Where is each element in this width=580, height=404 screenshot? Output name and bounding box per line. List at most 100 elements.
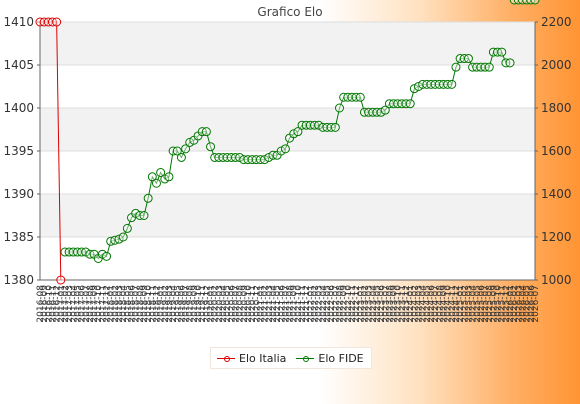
x-tick-label: 2020-09	[240, 285, 250, 323]
x-tick-label: 2017-08	[86, 285, 96, 323]
data-point	[206, 142, 216, 152]
x-tick-label: 2026-04	[519, 285, 529, 323]
x-tick-label: 2025-11	[498, 285, 508, 323]
x-tick-label: 2023-11	[398, 285, 408, 323]
x-tick-label: 2017-05	[73, 285, 83, 323]
right-tick-label: 1000	[541, 273, 572, 287]
data-point	[102, 251, 112, 261]
x-tick-label: 2021-08	[286, 285, 296, 323]
x-tick-label: 2018-05	[123, 285, 133, 323]
x-tick-label: 2016-12	[53, 285, 63, 323]
x-tick-label: 2026-07	[531, 285, 541, 323]
x-tick-label: 2022-11	[348, 285, 358, 323]
data-point	[147, 172, 157, 182]
x-tick-label: 2022-01	[306, 285, 316, 323]
x-tick-label: 2019-06	[177, 285, 187, 323]
x-tick-label: 2018-09	[140, 285, 150, 323]
x-tick-label: 2025-08	[485, 285, 495, 323]
x-tick-label: 2025-05	[473, 285, 483, 323]
x-tick-label: 2026-03	[514, 285, 524, 323]
legend-item-elo-fide: Elo FIDE	[296, 351, 364, 365]
left-y-axis: 1380 1385 1390 1395 1400 1405 1410	[3, 15, 40, 287]
data-point	[160, 174, 170, 184]
x-tick-label: 2021-07	[281, 285, 291, 323]
right-tick-label: 1800	[541, 101, 572, 115]
x-tick-label: 2022-07	[331, 285, 341, 323]
x-tick-label: 2025-09	[489, 285, 499, 323]
x-tick-label: 2026-06	[527, 285, 537, 323]
x-tick-label: 2024-02	[410, 285, 420, 323]
legend-label-elo-fide: Elo FIDE	[318, 351, 364, 365]
data-point	[355, 92, 365, 102]
x-tick-label: 2024-05	[423, 285, 433, 323]
data-point	[497, 47, 507, 57]
x-tick-label: 2018-03	[115, 285, 125, 323]
data-point	[122, 223, 132, 233]
x-tick-label: 2021-01	[256, 285, 266, 323]
data-point	[505, 58, 515, 68]
x-tick-label: 2018-04	[119, 285, 129, 323]
right-tick-label: 1400	[541, 187, 572, 201]
x-tick-label: 2022-04	[319, 285, 329, 323]
x-tick-label: 2023-10	[394, 285, 404, 323]
data-point	[264, 152, 274, 162]
x-tick-label: 2025-06	[477, 285, 487, 323]
right-tick-label: 1600	[541, 144, 572, 158]
data-point	[143, 193, 153, 203]
x-tick-label: 2022-09	[340, 285, 350, 323]
x-tick-label: 2023-05	[373, 285, 383, 323]
x-tick-label: 2021-05	[273, 285, 283, 323]
x-tick-label: 2017-07	[82, 285, 92, 323]
x-tick-label: 2024-01	[406, 285, 416, 323]
series-line	[40, 21, 62, 281]
data-point	[330, 122, 340, 132]
x-tick-label: 2020-06	[227, 285, 237, 323]
x-tick-label: 2025-04	[469, 285, 479, 323]
x-tick-label: 2024-10	[444, 285, 454, 323]
grid-band	[40, 237, 535, 280]
data-point	[451, 62, 461, 72]
data-point	[376, 107, 386, 117]
data-point	[52, 17, 62, 27]
x-tick-label: 2019-03	[165, 285, 175, 323]
x-tick-label: 2024-06	[427, 285, 437, 323]
x-tick-label: 2024-11	[448, 285, 458, 323]
data-point	[118, 232, 128, 242]
x-tick-label: 2021-10	[294, 285, 304, 323]
x-tick-label: 2017-06	[78, 285, 88, 323]
x-tick-label: 2019-02	[161, 285, 171, 323]
x-tick-label: 2018-06	[128, 285, 138, 323]
data-point	[176, 152, 186, 162]
data-point	[334, 103, 344, 113]
x-tick-label: 2016-11	[48, 285, 58, 323]
x-tick-label: 2020-07	[232, 285, 242, 323]
x-tick-label: 2022-02	[311, 285, 321, 323]
x-tick-label: 2021-03	[265, 285, 275, 323]
x-tick-label: 2019-05	[173, 285, 183, 323]
x-tick-label: 2020-10	[244, 285, 254, 323]
data-point	[280, 144, 290, 154]
x-tick-label: 2019-09	[190, 285, 200, 323]
x-tick-label: 2026-02	[510, 285, 520, 323]
x-tick-label: 2017-10	[94, 285, 104, 323]
x-tick-label: 2020-08	[236, 285, 246, 323]
data-point	[314, 120, 324, 130]
x-tick-label: 2023-02	[360, 285, 370, 323]
x-tick-label: 2019-10	[194, 285, 204, 323]
x-tick-label: 2020-11	[248, 285, 258, 323]
x-tick-label: 2024-07	[431, 285, 441, 323]
x-tick-label: 2025-12	[502, 285, 512, 323]
legend-swatch-red-icon	[217, 353, 235, 363]
x-tick-label: 2018-02	[111, 285, 121, 323]
left-tick-label: 1395	[3, 144, 34, 158]
data-point	[172, 146, 182, 156]
left-tick-label: 1380	[3, 273, 34, 287]
grid-bands	[40, 22, 535, 280]
data-point	[409, 84, 419, 94]
data-point	[447, 79, 457, 89]
x-tick-label: 2026-05	[523, 285, 533, 323]
x-tick-label: 2019-11	[198, 285, 208, 323]
data-point	[414, 82, 424, 91]
x-tick-label: 2023-08	[385, 285, 395, 323]
grid-band	[40, 194, 535, 237]
